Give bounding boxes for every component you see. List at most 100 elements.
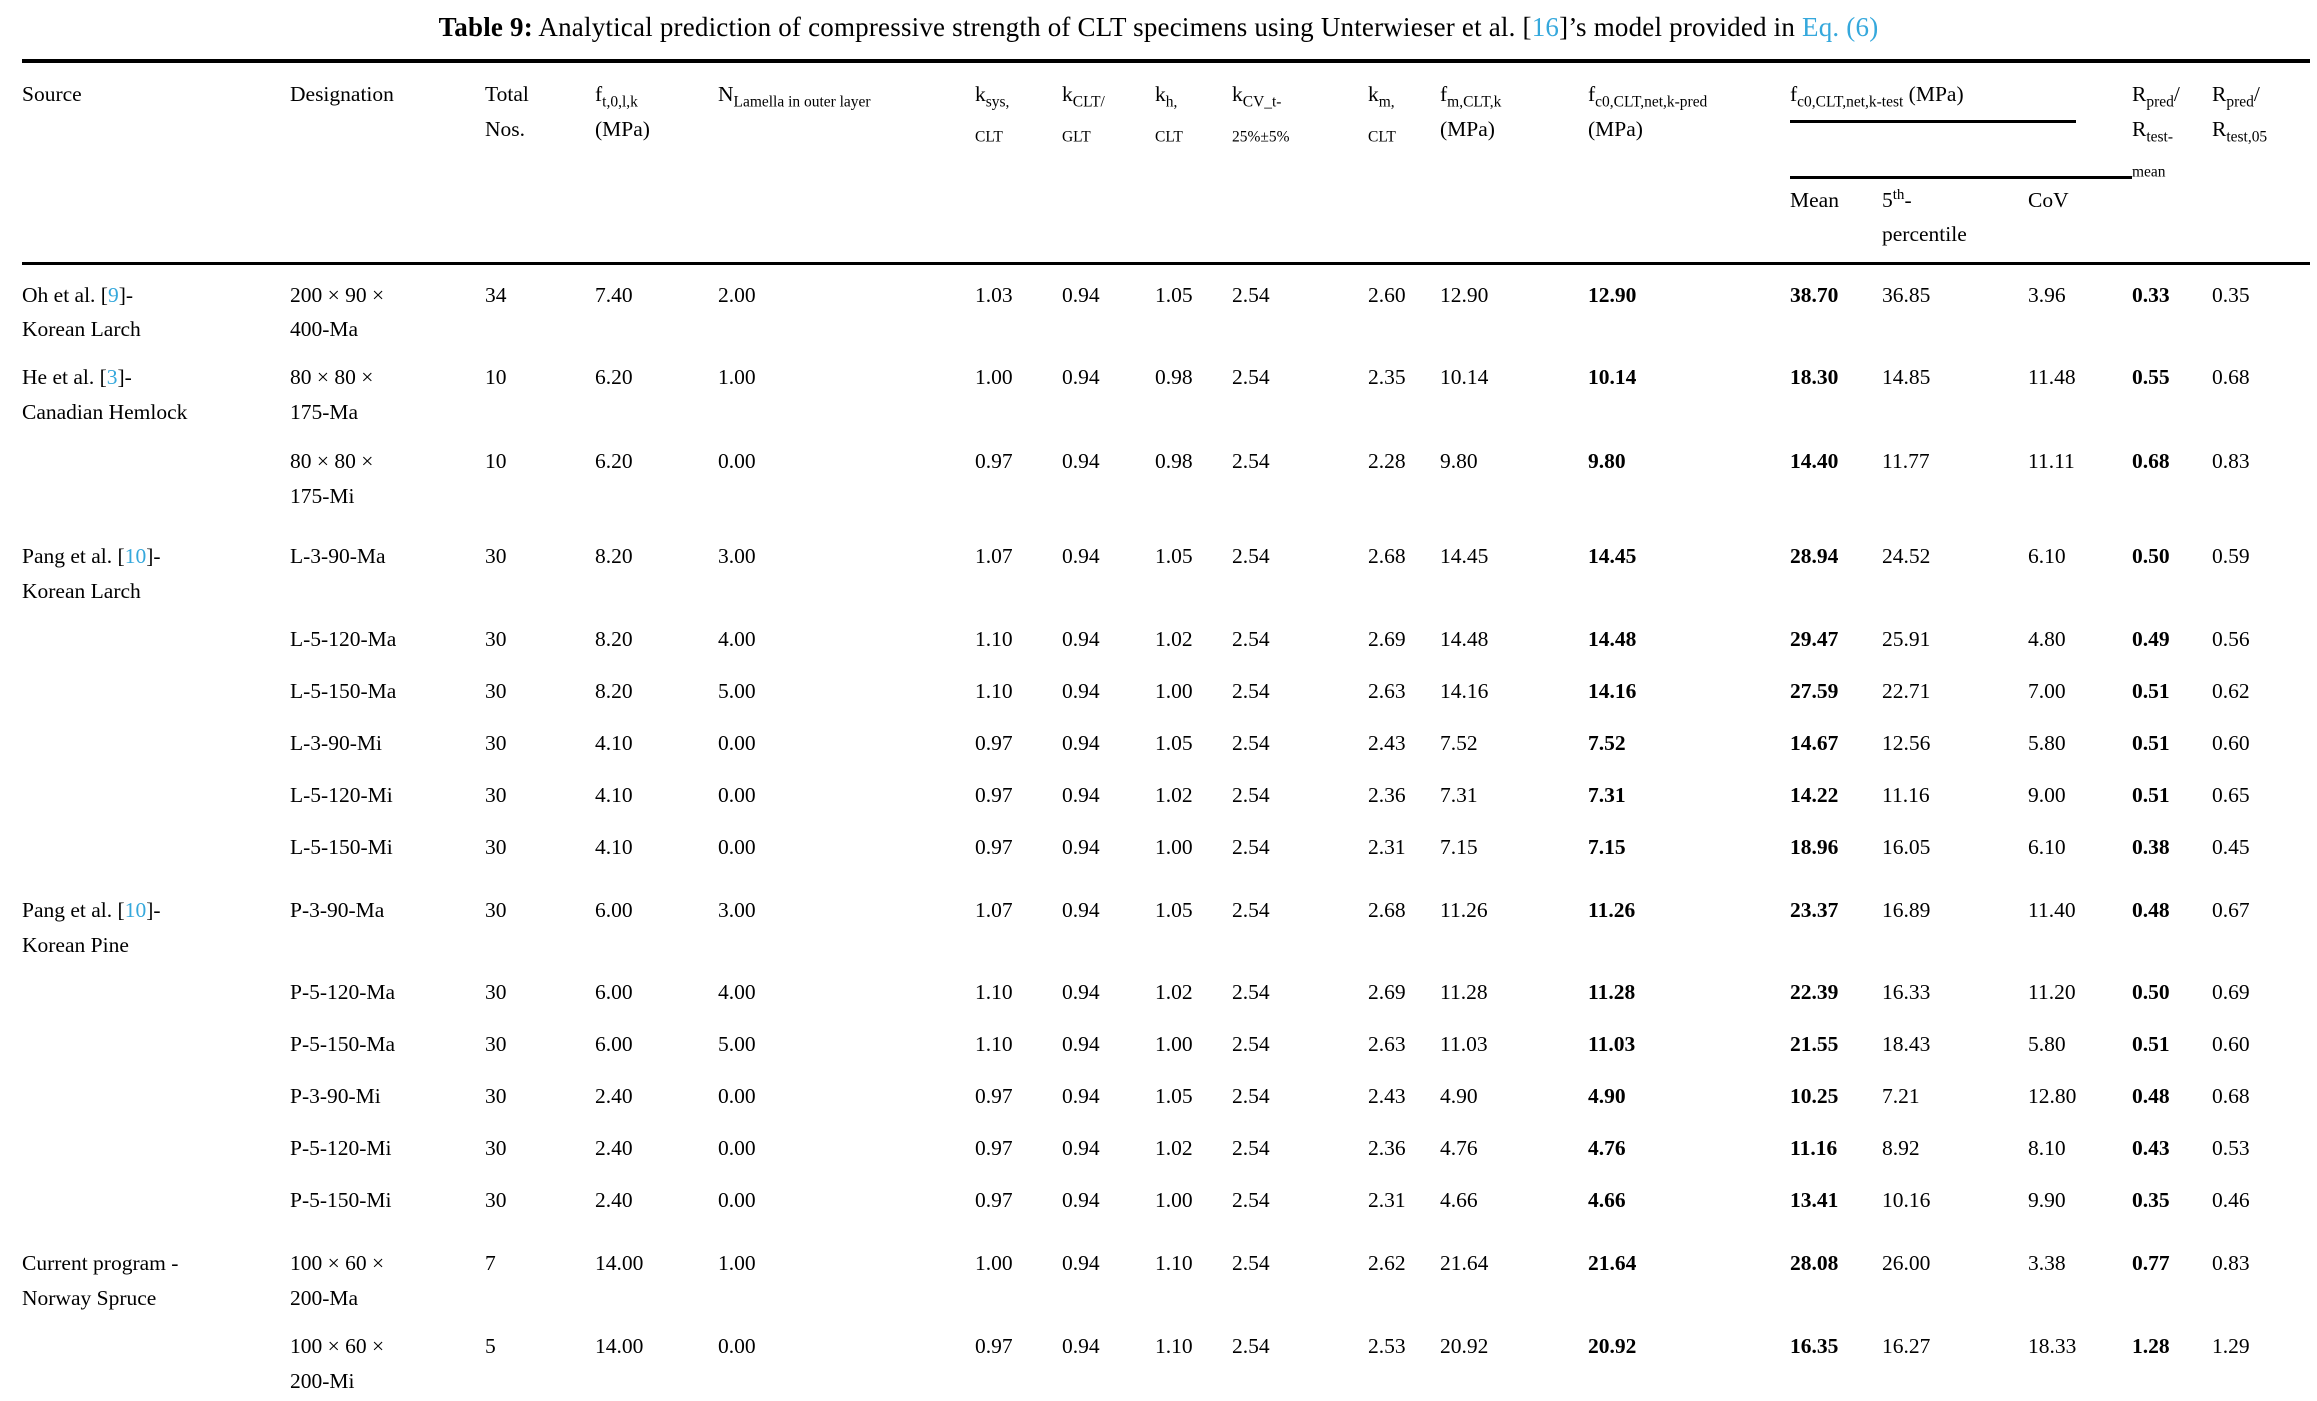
table-row: Pang et al. [10]- Korean Pine P-3-90-Ma 30 6…	[22, 869, 2310, 963]
cell-k_h: 1.00	[1155, 1188, 1193, 1213]
cell-ft0lk: 6.20	[595, 365, 633, 390]
cell-k_m: 2.62	[1368, 1251, 1406, 1276]
table-row: Oh et al. [9]- Korean Larch 200 × 90 × 400-…	[22, 263, 2310, 347]
cell-total_nos: 7	[485, 1251, 496, 1276]
table-caption: Table 9: Analytical prediction of compre…	[0, 0, 2317, 43]
column-header-source: Source	[22, 61, 290, 265]
cell-total_nos: 30	[485, 782, 507, 807]
column-header-mean: Mean	[1790, 177, 1882, 265]
cell-fc0_pred: 10.14	[1588, 365, 1637, 390]
table-row: P-5-120-Mi 30 2.40 0.00 0.97 0.94 1.02 2.54 2.36…	[22, 1118, 2310, 1170]
cell-k_cv: 2.54	[1232, 678, 1270, 703]
cell-cov: 9.90	[2028, 1188, 2066, 1213]
cell-ft0lk: 6.00	[595, 897, 633, 922]
table-row: P-3-90-Mi 30 2.40 0.00 0.97 0.94 1.05 2.54 2.43 4…	[22, 1066, 2310, 1118]
cell-ft0lk: 14.00	[595, 1251, 644, 1276]
cell-total_nos: 30	[485, 980, 507, 1005]
cell-mean: 27.59	[1790, 678, 1839, 703]
cell-source	[22, 1066, 290, 1118]
citation-link[interactable]: 10	[124, 897, 147, 922]
cell-k_sys: 1.07	[975, 544, 1013, 569]
cell-cov: 4.80	[2028, 626, 2066, 651]
data-table: Source Designation Total Nos. ft,0,l,k (MPa) N…	[22, 59, 2310, 1401]
cell-p5: 24.52	[1882, 544, 1931, 569]
cell-k_m: 2.53	[1368, 1334, 1406, 1359]
cell-r_mean: 0.43	[2132, 1136, 2170, 1161]
subscript: CV_t-	[1242, 93, 1282, 111]
cell-k_clt_glt: 0.94	[1062, 782, 1100, 807]
cell-cov: 12.80	[2028, 1084, 2077, 1109]
cell-p5: 8.92	[1882, 1136, 1920, 1161]
cell-designation: P-3-90-Mi	[290, 1084, 381, 1109]
cell-k_m: 2.31	[1368, 1188, 1406, 1213]
citation-link[interactable]: 16	[1531, 12, 1560, 42]
cell-r_05: 0.56	[2212, 626, 2250, 651]
cell-p5: 11.77	[1882, 449, 1930, 474]
cell-k_cv: 2.54	[1232, 1136, 1270, 1161]
cell-cov: 11.40	[2028, 897, 2076, 922]
cell-k_h: 1.05	[1155, 282, 1193, 307]
cell-n_lamella: 4.00	[718, 626, 756, 651]
cell-k_sys: 0.97	[975, 1334, 1013, 1359]
cell-r_mean: 0.50	[2132, 544, 2170, 569]
cell-n_lamella: 0.00	[718, 834, 756, 859]
equation-link[interactable]: Eq. (6)	[1802, 12, 1879, 42]
table-row: 80 × 80 × 175-Mi 10 6.20 0.00 0.97 0.94 0.98 2.5…	[22, 431, 2310, 515]
cell-fc0_pred: 11.03	[1588, 1032, 1636, 1057]
cell-n_lamella: 1.00	[718, 1251, 756, 1276]
cell-k_h: 1.02	[1155, 626, 1193, 651]
cell-k_sys: 1.00	[975, 1251, 1013, 1276]
cell-n_lamella: 0.00	[718, 1188, 756, 1213]
cell-designation: 200 × 90 × 400-Ma	[290, 282, 385, 342]
subscript: CLT	[1155, 128, 1183, 146]
subscript: test-	[2146, 128, 2173, 146]
subscript: 25%±5%	[1232, 128, 1290, 146]
cell-designation: P-5-150-Ma	[290, 1032, 396, 1057]
cell-source	[22, 431, 290, 515]
cell-k_m: 2.36	[1368, 1136, 1406, 1161]
cell-fc0_pred: 11.26	[1588, 897, 1636, 922]
cell-k_clt_glt: 0.94	[1062, 282, 1100, 307]
cell-source	[22, 1316, 290, 1401]
cell-k_sys: 0.97	[975, 1084, 1013, 1109]
table-header: Source Designation Total Nos. ft,0,l,k (MPa) N…	[22, 61, 2310, 265]
cell-k_h: 1.00	[1155, 678, 1193, 703]
cell-r_05: 0.62	[2212, 678, 2250, 703]
cell-ft0lk: 2.40	[595, 1188, 633, 1213]
table-row: Pang et al. [10]- Korean Larch L-3-90-Ma 30…	[22, 515, 2310, 609]
cell-n_lamella: 0.00	[718, 1084, 756, 1109]
cell-k_cv: 2.54	[1232, 626, 1270, 651]
cell-n_lamella: 1.00	[718, 365, 756, 390]
cell-r_mean: 0.51	[2132, 678, 2170, 703]
cell-k_clt_glt: 0.94	[1062, 834, 1100, 859]
cell-k_sys: 1.07	[975, 897, 1013, 922]
cell-source: Oh et al. [9]- Korean Larch	[22, 282, 141, 342]
cell-k_sys: 1.10	[975, 678, 1013, 703]
cell-n_lamella: 5.00	[718, 678, 756, 703]
cell-ft0lk: 4.10	[595, 782, 633, 807]
table-row: He et al. [3]- Canadian Hemlock 80 × 80 × 1…	[22, 347, 2310, 431]
cell-k_sys: 1.10	[975, 980, 1013, 1005]
citation-link[interactable]: 3	[106, 365, 118, 390]
cell-fm_clt_k: 9.80	[1440, 449, 1478, 474]
cell-mean: 11.16	[1790, 1136, 1838, 1161]
cell-ft0lk: 2.40	[595, 1084, 633, 1109]
cell-mean: 16.35	[1790, 1334, 1839, 1359]
cell-k_m: 2.69	[1368, 626, 1406, 651]
citation-link[interactable]: 10	[124, 544, 147, 569]
cell-designation: 80 × 80 × 175-Ma	[290, 365, 374, 424]
cell-ft0lk: 6.00	[595, 1032, 633, 1057]
cell-k_cv: 2.54	[1232, 1084, 1270, 1109]
citation-link[interactable]: 9	[107, 282, 119, 307]
cell-n_lamella: 0.00	[718, 1136, 756, 1161]
cell-mean: 14.67	[1790, 730, 1839, 755]
cell-k_h: 1.05	[1155, 1084, 1193, 1109]
table-caption-text: Analytical prediction of compressive str…	[532, 12, 1532, 42]
cell-ft0lk: 14.00	[595, 1334, 644, 1359]
cell-fc0_pred: 12.90	[1588, 282, 1637, 307]
cell-designation: P-3-90-Ma	[290, 897, 385, 922]
cell-k_m: 2.35	[1368, 365, 1406, 390]
cell-n_lamella: 0.00	[718, 782, 756, 807]
cell-source	[22, 817, 290, 869]
cell-cov: 3.38	[2028, 1251, 2066, 1276]
